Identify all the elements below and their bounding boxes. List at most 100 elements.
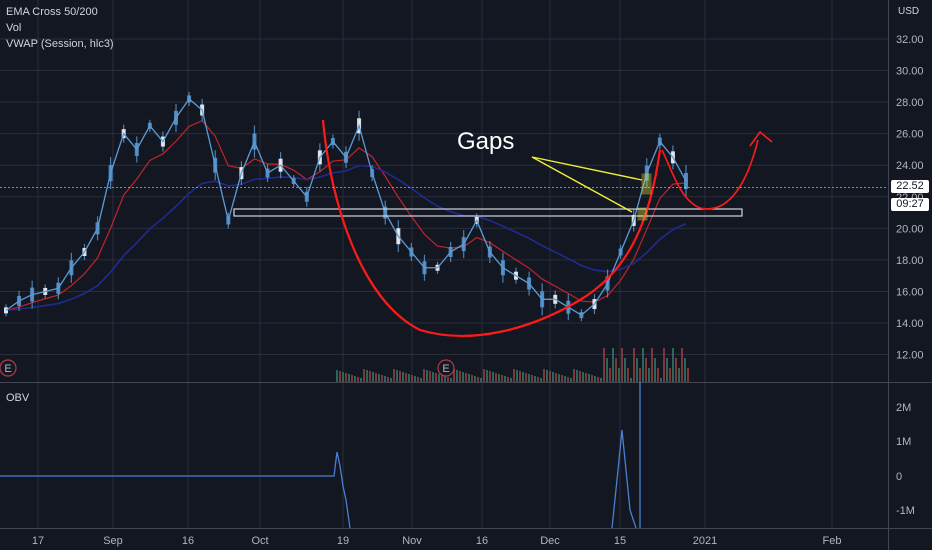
volume-bar	[426, 370, 428, 382]
y-tick-label: 14.00	[896, 318, 924, 330]
gaps-annotation: Gaps	[457, 128, 515, 155]
volume-bar	[684, 358, 686, 382]
volume-bar	[375, 373, 377, 382]
price-axis[interactable]: 32.0030.0028.0026.0024.0022.0020.0018.00…	[896, 34, 924, 517]
volume-bar	[516, 370, 518, 382]
volume-bar	[600, 378, 602, 382]
volume-bar	[453, 369, 455, 382]
volume-bar	[531, 375, 533, 382]
volume-bar	[618, 368, 620, 382]
volume-bar	[681, 348, 683, 382]
legend-volume[interactable]: Vol	[6, 22, 22, 34]
volume-bar	[351, 375, 353, 382]
x-tick-label: 15	[614, 535, 626, 547]
volume-bar	[372, 372, 374, 382]
volume-bar	[687, 368, 689, 382]
volume-bar	[399, 371, 401, 382]
y-tick-label: 32.00	[896, 34, 924, 46]
legend-ema-cross[interactable]: EMA Cross 50/200	[6, 6, 98, 18]
cup-curve	[321, 119, 662, 337]
volume-bar	[672, 348, 674, 382]
obv-line-2	[611, 429, 637, 529]
volume-bar	[444, 376, 446, 382]
volume-bar	[489, 371, 491, 382]
countdown-tag: 09:27	[891, 198, 929, 211]
x-tick-label: 2021	[693, 535, 717, 547]
volume-bar	[675, 358, 677, 382]
volume-bar	[456, 370, 458, 382]
obv-tick-label: 0	[896, 471, 902, 483]
x-tick-label: Dec	[540, 535, 560, 547]
arrow-head	[749, 130, 773, 147]
volume-bar	[459, 371, 461, 382]
volume-bar	[630, 378, 632, 382]
volume-bar	[396, 370, 398, 382]
volume-bar	[405, 373, 407, 382]
volume-bar	[447, 377, 449, 382]
y-tick-label: 18.00	[896, 255, 924, 267]
volume-bar	[552, 372, 554, 382]
volume-bar	[657, 368, 659, 382]
gap-arrow-2	[531, 156, 633, 213]
volume-bars	[336, 348, 689, 382]
volume-bar	[555, 373, 557, 382]
volume-bar	[411, 375, 413, 382]
volume-bar	[570, 378, 572, 382]
earnings-marker-label: E	[442, 363, 449, 375]
volume-bar	[666, 358, 668, 382]
time-axis[interactable]: 17 Sep 16 Oct 19 Nov 16 Dec 15 2021 Feb	[32, 535, 842, 547]
volume-bar	[612, 348, 614, 382]
volume-bar	[594, 376, 596, 382]
volume-bar	[534, 376, 536, 382]
x-tick-label: 19	[337, 535, 349, 547]
obv-tick-label: 1M	[896, 436, 911, 448]
volume-bar	[525, 373, 527, 382]
y-tick-label: 12.00	[896, 350, 924, 362]
gap-box-upper	[641, 173, 652, 195]
x-tick-label: 16	[182, 535, 194, 547]
volume-bar	[576, 370, 578, 382]
legend-vwap[interactable]: VWAP (Session, hlc3)	[6, 38, 114, 50]
currency-label[interactable]: USD	[898, 6, 920, 17]
obv-tick-label: -1M	[896, 505, 915, 517]
volume-bar	[648, 368, 650, 382]
volume-bar	[480, 378, 482, 382]
volume-bar	[438, 374, 440, 382]
volume-bar	[408, 374, 410, 382]
volume-bar	[519, 371, 521, 382]
volume-bar	[639, 368, 641, 382]
volume-bar	[432, 372, 434, 382]
volume-bar	[474, 376, 476, 382]
gap-arrow-1	[531, 156, 643, 181]
volume-bar	[678, 368, 680, 382]
volume-bar	[498, 374, 500, 382]
volume-bar	[528, 374, 530, 382]
volume-bar	[402, 372, 404, 382]
volume-bar	[540, 378, 542, 382]
volume-bar	[360, 378, 362, 382]
obv-line	[0, 451, 351, 529]
volume-bar	[471, 375, 473, 382]
volume-bar	[609, 368, 611, 382]
volume-bar	[585, 373, 587, 382]
volume-bar	[537, 377, 539, 382]
volume-bar	[621, 348, 623, 382]
volume-bar	[561, 375, 563, 382]
volume-bar	[513, 369, 515, 382]
volume-bar	[549, 371, 551, 382]
volume-bar	[603, 348, 605, 382]
volume-bar	[348, 374, 350, 382]
handle-curve	[661, 139, 759, 210]
volume-bar	[564, 376, 566, 382]
volume-bar	[336, 370, 338, 382]
volume-bar	[486, 370, 488, 382]
volume-bar	[492, 372, 494, 382]
y-tick-label: 28.00	[896, 97, 924, 109]
volume-bar	[597, 377, 599, 382]
volume-bar	[435, 373, 437, 382]
volume-bar	[369, 371, 371, 382]
legend-obv[interactable]: OBV	[6, 392, 30, 404]
